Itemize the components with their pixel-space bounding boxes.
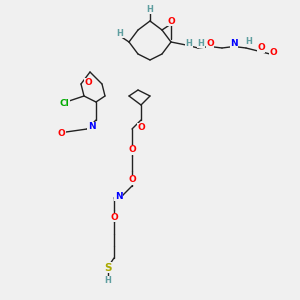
Text: H: H — [147, 4, 153, 14]
Text: H: H — [186, 39, 192, 48]
Text: O: O — [269, 48, 277, 57]
Text: O: O — [58, 129, 65, 138]
Text: H: H — [105, 276, 111, 285]
Text: N: N — [230, 39, 238, 48]
Text: S: S — [104, 262, 112, 273]
Text: Cl: Cl — [60, 99, 69, 108]
Text: O: O — [206, 39, 214, 48]
Text: O: O — [110, 213, 118, 222]
Text: O: O — [137, 123, 145, 132]
Text: O: O — [128, 176, 136, 184]
Text: O: O — [257, 44, 265, 52]
Text: O: O — [128, 146, 136, 154]
Text: O: O — [167, 16, 175, 26]
Text: O: O — [85, 78, 92, 87]
Text: N: N — [88, 122, 95, 131]
Text: H: H — [117, 28, 123, 38]
Text: N: N — [115, 192, 122, 201]
Text: H: H — [198, 39, 204, 48]
Text: H: H — [246, 37, 252, 46]
